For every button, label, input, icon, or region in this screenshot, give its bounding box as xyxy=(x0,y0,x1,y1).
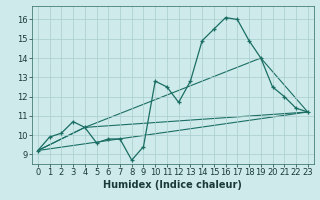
X-axis label: Humidex (Indice chaleur): Humidex (Indice chaleur) xyxy=(103,180,242,190)
